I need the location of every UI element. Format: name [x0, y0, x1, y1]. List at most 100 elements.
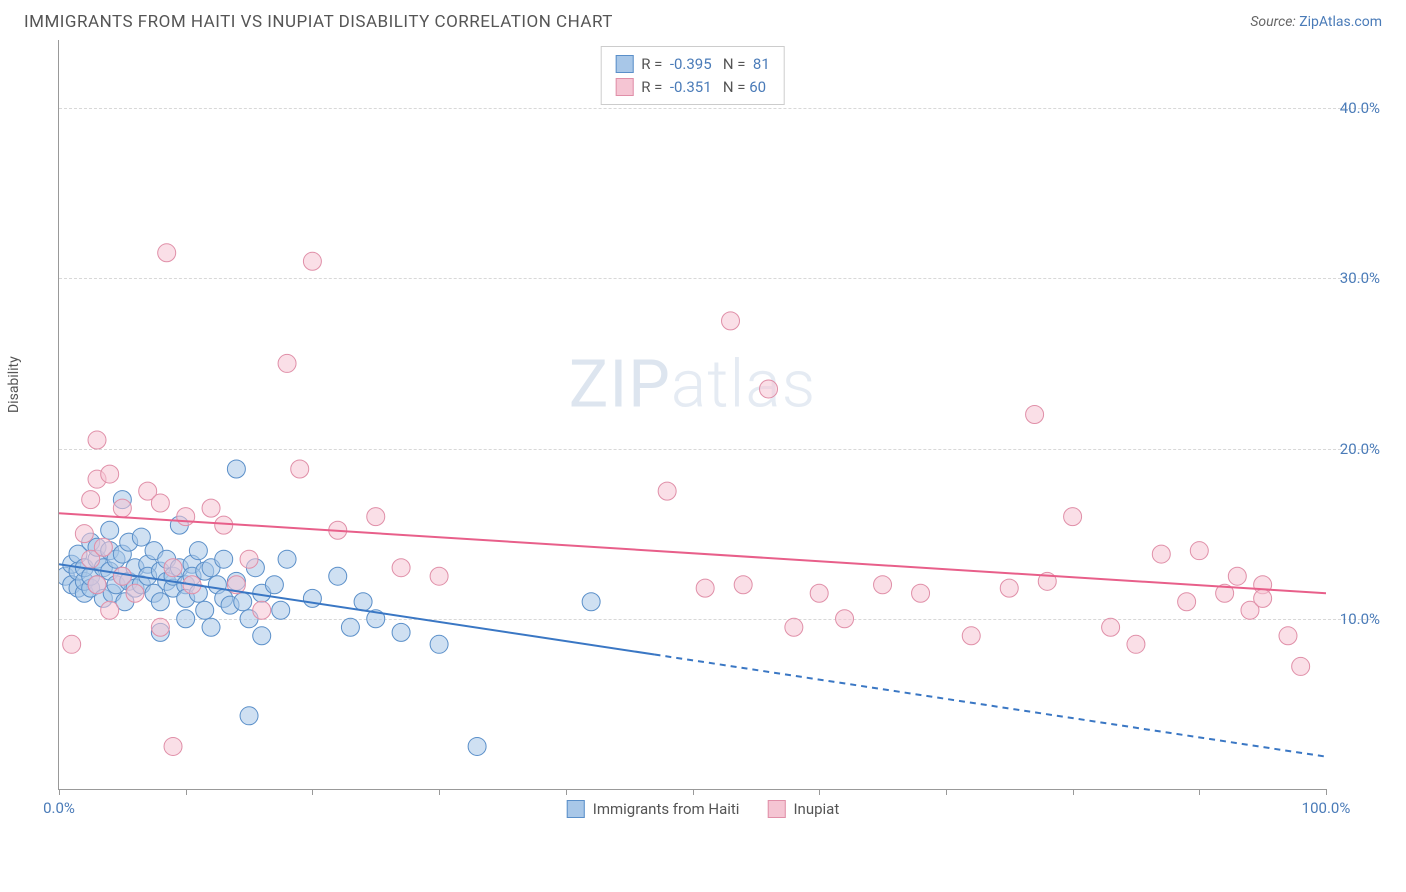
data-point	[810, 584, 828, 602]
legend-swatch-inupiat-bottom	[767, 800, 785, 818]
data-point	[253, 627, 271, 645]
data-point	[151, 618, 169, 636]
data-point	[1152, 545, 1170, 563]
trend-line	[59, 564, 654, 654]
data-point	[430, 567, 448, 585]
data-point	[151, 494, 169, 512]
data-point	[240, 707, 258, 725]
data-point	[101, 521, 119, 539]
data-point	[177, 508, 195, 526]
legend-swatch-haiti	[615, 55, 633, 73]
x-tick-label: 100.0%	[1302, 799, 1351, 817]
chart-header: IMMIGRANTS FROM HAITI VS INUPIAT DISABIL…	[0, 0, 1406, 40]
data-point	[291, 460, 309, 478]
data-point	[1254, 589, 1272, 607]
data-point	[82, 491, 100, 509]
data-point	[1026, 406, 1044, 424]
source-attribution: Source: ZipAtlas.com	[1250, 14, 1382, 30]
y-tick-label: 40.0%	[1340, 99, 1380, 117]
data-point	[164, 559, 182, 577]
correlation-legend-row-2: R = -0.351 N = 60	[615, 76, 770, 99]
data-point	[272, 601, 290, 619]
data-point	[1292, 657, 1310, 675]
x-tick-label: 0.0%	[43, 799, 75, 817]
data-point	[196, 601, 214, 619]
correlation-legend: R = -0.395 N = 81 R = -0.351 N = 60	[600, 46, 785, 105]
data-point	[836, 610, 854, 628]
data-point	[354, 593, 372, 611]
data-point	[164, 737, 182, 755]
data-point	[1000, 579, 1018, 597]
data-point	[658, 482, 676, 500]
chart-title: IMMIGRANTS FROM HAITI VS INUPIAT DISABIL…	[24, 12, 613, 32]
data-point	[158, 244, 176, 262]
data-point	[1279, 627, 1297, 645]
legend-label-haiti: Immigrants from Haiti	[593, 800, 740, 818]
data-point	[785, 618, 803, 636]
data-point	[1102, 618, 1120, 636]
data-point	[874, 576, 892, 594]
data-point	[101, 601, 119, 619]
scatter-plot-svg	[59, 40, 1326, 789]
data-point	[265, 576, 283, 594]
data-point	[227, 460, 245, 478]
source-link[interactable]: ZipAtlas.com	[1299, 14, 1382, 30]
legend-item-inupiat: Inupiat	[767, 800, 839, 818]
data-point	[189, 542, 207, 560]
data-point	[202, 618, 220, 636]
data-point	[113, 499, 131, 517]
series-legend: Immigrants from Haiti Inupiat	[567, 800, 840, 818]
data-point	[430, 635, 448, 653]
y-tick-label: 30.0%	[1340, 269, 1380, 287]
legend-label-inupiat: Inupiat	[793, 800, 839, 818]
data-point	[202, 499, 220, 517]
correlation-legend-row-1: R = -0.395 N = 81	[615, 53, 770, 76]
data-point	[63, 635, 81, 653]
plot-area: ZIPatlas R = -0.395 N = 81 R = -0.351 N …	[58, 40, 1326, 790]
data-point	[126, 584, 144, 602]
data-point	[253, 601, 271, 619]
y-axis-label: Disability	[6, 356, 22, 413]
source-label: Source:	[1250, 14, 1295, 30]
data-point	[1178, 593, 1196, 611]
data-point	[760, 380, 778, 398]
data-point	[582, 593, 600, 611]
legend-swatch-haiti-bottom	[567, 800, 585, 818]
data-point	[278, 354, 296, 372]
data-point	[1190, 542, 1208, 560]
data-point	[278, 550, 296, 568]
data-point	[215, 516, 233, 534]
data-point	[696, 579, 714, 597]
y-tick-label: 20.0%	[1340, 440, 1380, 458]
data-point	[392, 623, 410, 641]
data-point	[392, 559, 410, 577]
data-point	[132, 528, 150, 546]
data-point	[88, 576, 106, 594]
legend-item-haiti: Immigrants from Haiti	[567, 800, 740, 818]
legend-stats-inupiat: R = -0.351 N = 60	[641, 76, 766, 99]
data-point	[88, 431, 106, 449]
trend-line-dashed	[654, 655, 1326, 757]
data-point	[722, 312, 740, 330]
data-point	[468, 737, 486, 755]
data-point	[734, 576, 752, 594]
legend-stats-haiti: R = -0.395 N = 81	[641, 53, 770, 76]
data-point	[329, 567, 347, 585]
data-point	[1064, 508, 1082, 526]
data-point	[177, 610, 195, 628]
data-point	[1228, 567, 1246, 585]
legend-swatch-inupiat	[615, 78, 633, 96]
data-point	[912, 584, 930, 602]
data-point	[367, 508, 385, 526]
data-point	[101, 465, 119, 483]
data-point	[75, 525, 93, 543]
data-point	[151, 593, 169, 611]
data-point	[215, 550, 233, 568]
y-tick-label: 10.0%	[1340, 610, 1380, 628]
data-point	[113, 567, 131, 585]
data-point	[962, 627, 980, 645]
data-point	[240, 550, 258, 568]
data-point	[1127, 635, 1145, 653]
data-point	[303, 252, 321, 270]
chart-container: Disability ZIPatlas R = -0.395 N = 81 R …	[20, 40, 1386, 830]
